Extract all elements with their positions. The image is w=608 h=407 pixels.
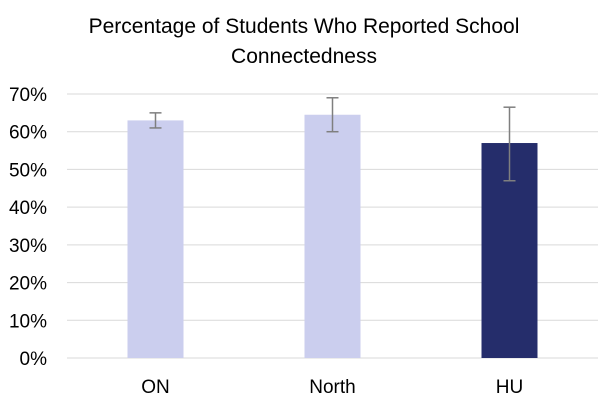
x-tick-label: North — [309, 377, 355, 398]
y-tick-label: 30% — [9, 236, 47, 257]
error-bar-on — [149, 112, 162, 129]
y-axis-tick-labels: 0% 10% 20% 30% 40% 50% 60% 70% — [9, 85, 47, 370]
error-bar-north — [326, 97, 339, 133]
error-bars — [149, 97, 516, 182]
bar-on — [127, 120, 184, 359]
y-tick-label: 0% — [20, 349, 48, 370]
y-tick-label: 20% — [9, 274, 47, 295]
bar-north — [304, 114, 361, 358]
error-bar-hu — [503, 106, 516, 182]
x-tick-label: ON — [141, 377, 170, 398]
y-tick-label: 40% — [9, 198, 47, 219]
bars — [127, 114, 538, 359]
y-tick-label: 10% — [9, 311, 47, 332]
y-tick-label: 70% — [9, 85, 47, 106]
y-tick-label: 60% — [9, 123, 47, 144]
x-axis-tick-labels: ON North HU — [141, 377, 523, 398]
chart-title: Percentage of Students Who Reported Scho… — [88, 15, 520, 68]
x-tick-label: HU — [496, 377, 523, 398]
y-tick-label: 50% — [9, 160, 47, 181]
